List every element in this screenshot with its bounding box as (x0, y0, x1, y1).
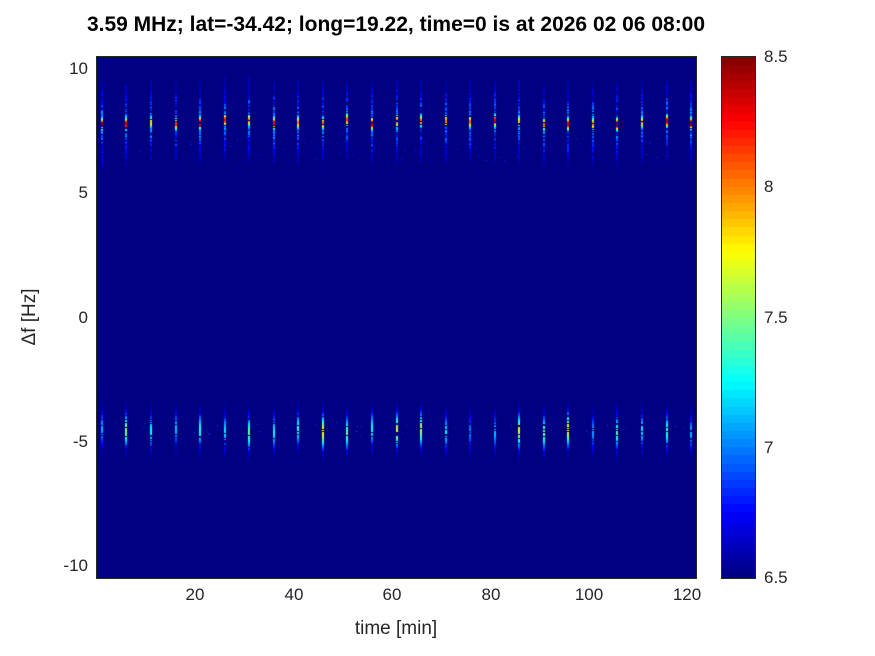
x-tick-label: 120 (672, 585, 702, 604)
colorbar-tick-label: 8.5 (764, 47, 788, 66)
colorbar-tick-label: 6.5 (764, 568, 788, 587)
y-tick-label: -5 (72, 432, 88, 451)
y-tick-label: 5 (78, 183, 88, 202)
y-tick-label: 0 (78, 308, 88, 327)
x-tick-label: 40 (284, 585, 304, 604)
x-tick-label: 20 (185, 585, 205, 604)
y-axis-label: Δf [Hz] (19, 288, 40, 346)
x-tick-label: 80 (481, 585, 501, 604)
y-tick-label: -10 (63, 556, 88, 575)
x-tick-label: 60 (382, 585, 402, 604)
x-tick-label: 100 (574, 585, 604, 604)
x-axis-label: time [min] (354, 618, 438, 639)
colorbar-tick-label: 7 (764, 438, 774, 457)
y-tick-label: 10 (69, 59, 88, 78)
heatmap-canvas (96, 56, 697, 579)
colorbar-tick-label: 7.5 (764, 308, 788, 327)
plot-title: 3.59 MHz; lat=-34.42; long=19.22, time=0… (86, 13, 706, 36)
colorbar-tick-label: 8 (764, 177, 774, 196)
colorbar-canvas (721, 56, 756, 579)
